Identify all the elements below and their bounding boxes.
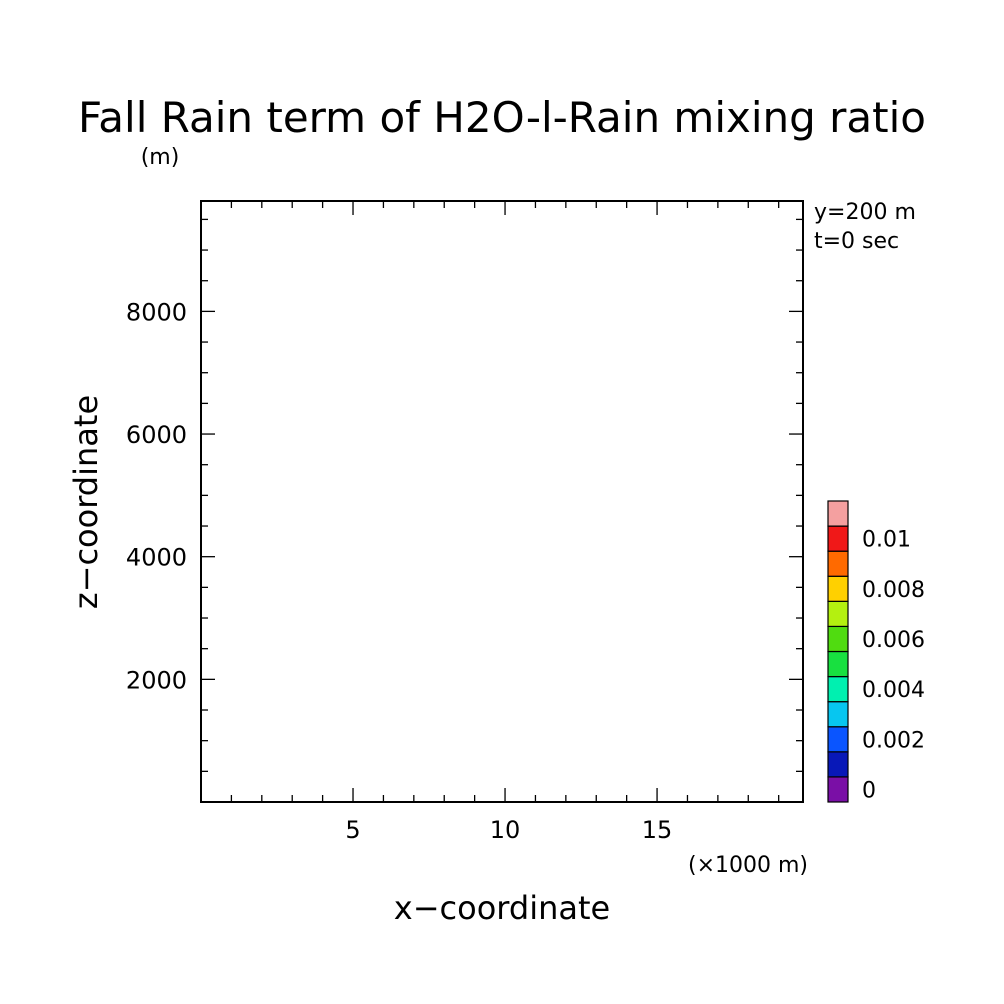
colorbar-segment <box>827 726 849 753</box>
chart-title: Fall Rain term of H2O-l-Rain mixing rati… <box>78 93 926 142</box>
x-tick-label: 10 <box>490 816 521 844</box>
colorbar-segment <box>827 525 849 552</box>
y-tick-label: 6000 <box>126 421 187 449</box>
y-tick-label: 2000 <box>126 666 187 694</box>
plot-area <box>200 200 804 803</box>
y-tick-labels: 2000 4000 6000 8000 <box>126 298 187 694</box>
x-axis-label: x−coordinate <box>394 889 610 927</box>
colorbar-tick-label: 0.01 <box>862 528 911 553</box>
x-tick-label: 15 <box>642 816 673 844</box>
colorbar-segment <box>827 625 849 653</box>
colorbar-segment <box>827 675 849 703</box>
colorbar-tick-label: 0.006 <box>862 628 925 653</box>
x-tick-label: 5 <box>345 816 360 844</box>
annotation-t: t=0 sec <box>814 229 899 254</box>
colorbar-segment <box>827 500 849 527</box>
colorbar-segment <box>827 701 849 728</box>
y-tick-label: 4000 <box>126 544 187 572</box>
colorbar-labels: 0 0.002 0.004 0.006 0.008 0.01 <box>862 528 925 804</box>
unit-label: (m) <box>141 145 180 170</box>
colorbar <box>827 500 849 803</box>
x-scale-label: (×1000 m) <box>688 853 808 878</box>
colorbar-segment <box>827 650 849 678</box>
axis-ticks <box>201 201 803 802</box>
y-axis-label: z−coordinate <box>67 395 105 609</box>
colorbar-segment <box>827 575 849 602</box>
colorbar-segment <box>827 751 849 778</box>
colorbar-tick-label: 0.002 <box>862 728 925 753</box>
colorbar-tick-label: 0 <box>862 778 876 803</box>
x-tick-labels: 5 10 15 <box>345 816 672 844</box>
colorbar-tick-label: 0.008 <box>862 578 925 603</box>
colorbar-segment <box>827 550 849 577</box>
annotation-y: y=200 m <box>814 200 916 225</box>
y-tick-label: 8000 <box>126 298 187 326</box>
colorbar-tick-label: 0.004 <box>862 678 925 703</box>
colorbar-segment <box>827 600 849 628</box>
colorbar-segment <box>827 776 849 803</box>
